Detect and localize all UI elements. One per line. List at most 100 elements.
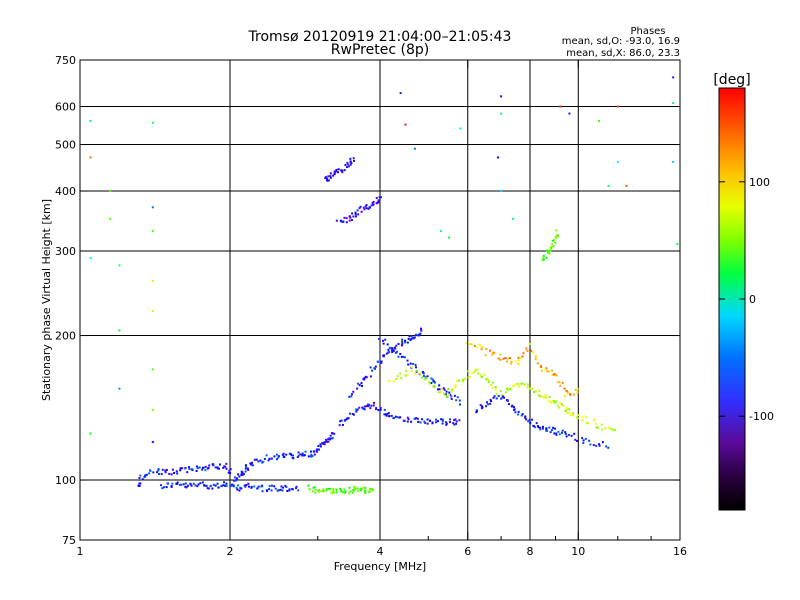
data-point [551,400,554,403]
data-point [148,472,151,475]
data-point [594,422,597,425]
data-point [553,401,556,404]
data-point [525,418,528,421]
data-point [250,485,253,488]
data-point [408,335,411,338]
data-point [446,395,449,398]
chart-title: Tromsø 20120919 21:04:00–21:05:43 [248,29,512,45]
data-point [558,381,561,384]
data-point [322,441,325,444]
phase-o-line: mean, sd,O: -93.0, 16.9 [562,36,680,47]
data-point [407,337,410,340]
data-point [202,466,205,469]
data-point [452,422,455,425]
data-point [592,444,595,447]
data-point [280,485,283,488]
data-point [315,450,318,453]
data-point [164,469,167,472]
data-point [397,355,400,358]
data-point [564,431,567,434]
data-point [208,464,211,467]
data-point [537,394,540,397]
data-point [312,450,315,453]
data-point [211,463,214,466]
data-point [437,388,440,391]
data-point [284,484,287,487]
data-point [362,407,365,410]
data-point [310,453,313,456]
data-point [359,205,362,208]
data-point [378,337,381,340]
data-point [374,365,377,368]
data-point [157,468,160,471]
data-point [89,156,92,159]
data-point [360,487,363,490]
data-point [459,403,462,406]
data-point [441,422,444,425]
data-point [563,387,566,390]
data-point [529,422,532,425]
data-point [364,486,367,489]
data-point [526,349,529,352]
data-point [170,473,173,476]
data-point [564,394,567,397]
data-point [165,486,168,489]
data-point [404,339,407,342]
data-point [232,479,235,482]
data-point [554,427,557,430]
data-point [109,190,112,193]
data-point [541,425,544,428]
data-point [217,467,220,470]
data-point [456,379,459,382]
data-point [344,492,347,495]
data-point [676,243,679,246]
data-point [528,419,531,422]
data-point [201,481,204,484]
data-point [285,486,288,489]
data-point [534,390,537,393]
data-point [560,431,563,434]
data-point [358,207,361,210]
data-point [399,372,402,375]
data-point [541,427,544,430]
data-point [370,489,373,492]
data-point [270,484,273,487]
data-point [354,486,357,489]
data-point [242,473,245,476]
data-point [426,422,429,425]
data-point [568,408,571,411]
data-point [487,381,490,384]
data-point [319,443,322,446]
data-point [317,448,320,451]
data-point [364,375,367,378]
data-point [557,381,560,384]
data-point [346,163,349,166]
data-point [151,408,154,411]
data-point [365,376,368,379]
data-point [422,372,425,375]
data-point [561,403,564,406]
data-point [552,426,555,429]
data-point [350,162,353,165]
data-point [235,477,238,480]
data-point [550,429,553,432]
data-point [475,346,478,349]
data-point [367,207,370,210]
data-point [229,485,232,488]
data-point [365,207,368,210]
data-point [356,382,359,385]
data-point [313,486,316,489]
data-point [406,420,409,423]
data-point [253,458,256,461]
data-point [453,419,456,422]
data-point [570,434,573,437]
data-point [410,369,413,372]
data-point [536,425,539,428]
data-point [558,406,561,409]
data-point [550,401,553,404]
data-point [180,483,183,486]
data-point [151,279,154,282]
data-point [419,332,422,335]
data-point [311,490,314,493]
data-point [277,456,280,459]
